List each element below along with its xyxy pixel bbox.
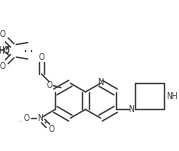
Text: O: O (0, 30, 6, 39)
Text: O: O (49, 125, 55, 134)
Text: N: N (97, 78, 104, 87)
Text: N: N (128, 105, 134, 114)
Text: +: + (43, 120, 47, 125)
Text: HO: HO (0, 46, 10, 55)
Text: N: N (37, 114, 43, 123)
Text: O: O (39, 53, 44, 62)
Text: HO: HO (0, 47, 10, 56)
Text: NH: NH (166, 92, 178, 101)
Text: O: O (24, 114, 30, 123)
Text: O: O (0, 62, 6, 71)
Text: O: O (46, 81, 52, 90)
Text: -: - (20, 119, 22, 124)
